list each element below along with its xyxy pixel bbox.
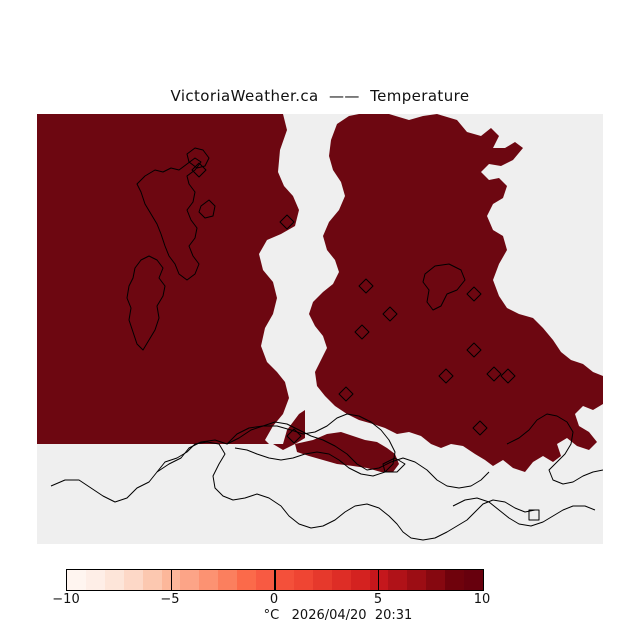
coastline-inland-water-north [422, 263, 466, 311]
colorbar-swatch-3 [123, 570, 143, 590]
colorbar-tick-label-plus5: 5 [373, 592, 383, 607]
colorbar-tick-label-zero: 0 [269, 592, 279, 607]
colorbar-swatch-20 [445, 570, 465, 590]
coastline-continental-east-lower [452, 497, 596, 527]
colorbar-swatch-15 [350, 570, 370, 590]
station-marker-10 [338, 386, 354, 402]
colorbar-tick-line-plus5 [378, 569, 380, 591]
colorbar-tick-label-minus10: −10 [52, 592, 80, 607]
page-title: VictoriaWeather.ca —— Temperature [170, 87, 470, 105]
coastline-continental-peninsula [226, 413, 396, 477]
colorbar-swatch-10 [256, 570, 275, 590]
station-marker-11 [286, 428, 302, 444]
coastline-island-north-tip [186, 147, 210, 169]
colorbar-swatch-12 [293, 570, 313, 590]
station-marker-12 [472, 420, 488, 436]
temperature-field-main [309, 114, 603, 472]
temperature-field-southwest-arm [295, 432, 399, 472]
station-marker-1 [191, 162, 207, 178]
station-marker-13 [354, 324, 370, 340]
colorbar-swatch-8 [218, 570, 238, 590]
coastline-island-west [126, 255, 166, 351]
station-marker-9 [500, 368, 516, 384]
colorbar-swatch-2 [104, 570, 124, 590]
coastline-continental-east [506, 413, 603, 485]
map-graphic [37, 114, 603, 541]
station-marker-2 [279, 214, 295, 230]
colorbar-swatch-18 [407, 570, 427, 590]
coastline-layer [50, 147, 603, 541]
colorbar-caption: °C 2026/04/20 20:31 [263, 608, 413, 623]
colorbar-swatch-19 [426, 570, 446, 590]
temperature-colorbar[interactable] [66, 569, 484, 591]
colorbar-swatch-11 [274, 570, 294, 590]
colorbar-tick-line-zero [274, 569, 276, 591]
colorbar-swatch-0 [67, 570, 86, 590]
station-marker-3 [358, 278, 374, 294]
station-marker-4 [382, 306, 398, 322]
temperature-field-layer [37, 114, 603, 472]
colorbar-swatch-4 [142, 570, 162, 590]
coastline-island-mid [198, 199, 216, 219]
station-marker-6 [466, 342, 482, 358]
coastline-continental-notch [528, 509, 540, 521]
colorbar-tick-label-plus10: 10 [473, 592, 491, 607]
colorbar-swatch-21 [464, 570, 483, 590]
colorbar-tick-label-minus5: −5 [160, 592, 180, 607]
station-marker-8 [486, 366, 502, 382]
coastline-continental-south [50, 421, 490, 503]
colorbar-swatch-13 [312, 570, 332, 590]
colorbar-swatch-6 [180, 570, 200, 590]
colorbar-swatch-17 [388, 570, 408, 590]
colorbar-swatch-1 [85, 570, 105, 590]
station-marker-5 [466, 286, 482, 302]
station-marker-7 [438, 368, 454, 384]
temperature-map-panel[interactable] [37, 114, 603, 544]
temperature-field-west-block [37, 114, 305, 450]
coastline-continental-landmass [156, 441, 536, 541]
colorbar-swatch-14 [331, 570, 351, 590]
colorbar-swatch-7 [199, 570, 219, 590]
colorbar-swatch-9 [237, 570, 257, 590]
coastline-continental-island-inner [382, 457, 406, 473]
colorbar-tick-line-minus5 [170, 569, 172, 591]
